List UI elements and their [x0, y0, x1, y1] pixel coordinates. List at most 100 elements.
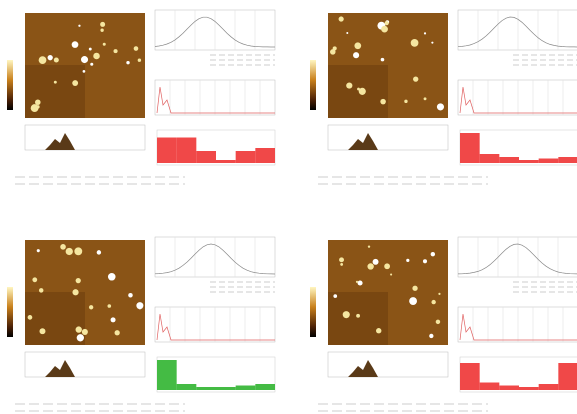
particle: [138, 306, 141, 309]
particle: [72, 41, 79, 48]
bar: [177, 384, 197, 390]
particle: [437, 103, 444, 110]
bar: [480, 154, 500, 163]
particle: [368, 245, 370, 247]
particle: [340, 263, 343, 266]
particle: [32, 277, 37, 282]
particle: [384, 263, 390, 269]
particle: [72, 80, 78, 86]
colorbar: [310, 287, 316, 337]
particle: [103, 43, 106, 46]
analysis-panel: [310, 237, 577, 411]
particle: [107, 304, 111, 308]
particle: [114, 49, 118, 53]
particle: [436, 320, 440, 324]
particle: [438, 293, 440, 295]
particle: [431, 42, 433, 44]
bar: [480, 383, 500, 391]
particle: [424, 32, 426, 34]
particle: [373, 259, 379, 265]
particle: [367, 263, 373, 269]
particle: [381, 26, 388, 33]
particle: [354, 42, 361, 49]
particle: [72, 289, 78, 295]
particle: [74, 247, 82, 255]
particle: [28, 315, 33, 320]
particle: [77, 334, 84, 341]
particle: [359, 88, 366, 95]
particle: [93, 53, 100, 60]
particle: [330, 49, 336, 55]
particle: [108, 273, 116, 281]
particle: [111, 317, 116, 322]
particle: [60, 244, 66, 250]
particle: [35, 99, 41, 105]
particle: [54, 81, 57, 84]
particle: [126, 61, 129, 64]
bar: [539, 159, 559, 164]
bar: [236, 386, 256, 391]
height-histogram: [25, 125, 145, 150]
spectrum-chart: [458, 80, 577, 115]
bar: [255, 384, 275, 390]
particle: [39, 288, 43, 292]
particle: [90, 63, 93, 66]
bar: [499, 157, 519, 163]
particle: [413, 76, 418, 81]
particle: [82, 329, 88, 335]
bar: [196, 151, 216, 163]
particle: [409, 297, 417, 305]
particle: [431, 300, 435, 304]
colorbar: [310, 60, 316, 110]
profile-chart: [458, 10, 577, 50]
analysis-panel: [7, 237, 275, 411]
particle: [429, 334, 433, 338]
particle: [343, 311, 350, 318]
particle: [411, 39, 419, 47]
particle: [376, 328, 381, 333]
analysis-panel: [310, 10, 577, 184]
particle: [37, 249, 40, 252]
particle: [83, 70, 86, 73]
particle: [81, 56, 88, 63]
height-histogram: [25, 352, 145, 377]
particle: [76, 278, 81, 283]
height-histogram: [328, 125, 448, 150]
particle: [100, 22, 105, 27]
particle: [385, 21, 389, 25]
particle: [97, 250, 101, 254]
bar: [519, 387, 539, 390]
particle: [353, 52, 359, 58]
spectrum-chart: [458, 307, 577, 342]
particle: [406, 259, 409, 262]
particle: [66, 248, 73, 255]
bar: [157, 360, 177, 390]
particle: [89, 48, 92, 51]
particle: [48, 55, 53, 60]
bar: [460, 133, 480, 163]
particle: [358, 280, 363, 285]
bar: [558, 157, 577, 163]
particle: [115, 330, 120, 335]
bar: [499, 386, 519, 391]
particle: [431, 252, 435, 256]
particle: [381, 58, 385, 62]
particle: [390, 273, 392, 275]
bar: [216, 387, 236, 390]
particle: [424, 97, 427, 100]
height-histogram: [328, 352, 448, 377]
particle: [54, 57, 59, 62]
bar: [216, 160, 236, 163]
bar: [460, 363, 480, 390]
particle: [356, 314, 360, 318]
particle: [380, 99, 386, 105]
particle: [339, 257, 344, 262]
bar: [539, 384, 559, 390]
profile-chart: [458, 237, 577, 277]
afm-shade: [328, 292, 388, 345]
particle: [412, 286, 417, 291]
particle: [39, 328, 45, 334]
bar: [177, 138, 197, 164]
particle: [356, 281, 358, 283]
particle: [138, 59, 141, 62]
